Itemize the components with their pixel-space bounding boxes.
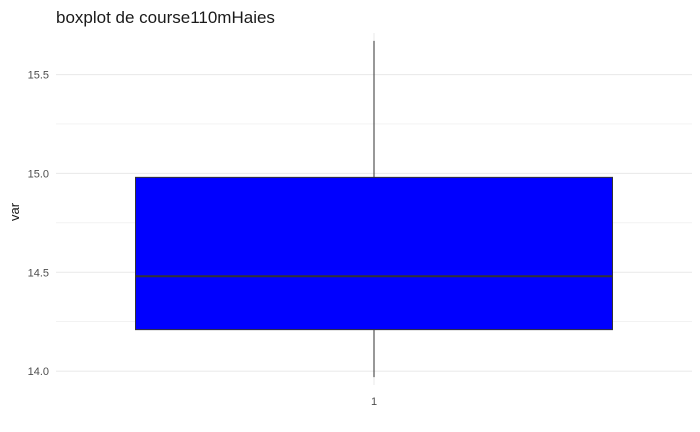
y-tick-label: 14.0 [28, 366, 49, 378]
y-tick-label: 15.5 [28, 70, 49, 82]
chart-title: boxplot de course110mHaies [56, 8, 275, 27]
y-tick-label: 15.0 [28, 168, 49, 180]
x-tick-labels: 1 [371, 396, 377, 408]
box-layer [135, 176, 613, 331]
y-axis-label: var [7, 202, 22, 221]
y-tick-labels: 14.0 14.5 15.0 15.5 [28, 70, 49, 379]
box-iqr [135, 176, 613, 331]
y-tick-label: 14.5 [28, 267, 49, 279]
x-tick-label: 1 [371, 396, 377, 408]
